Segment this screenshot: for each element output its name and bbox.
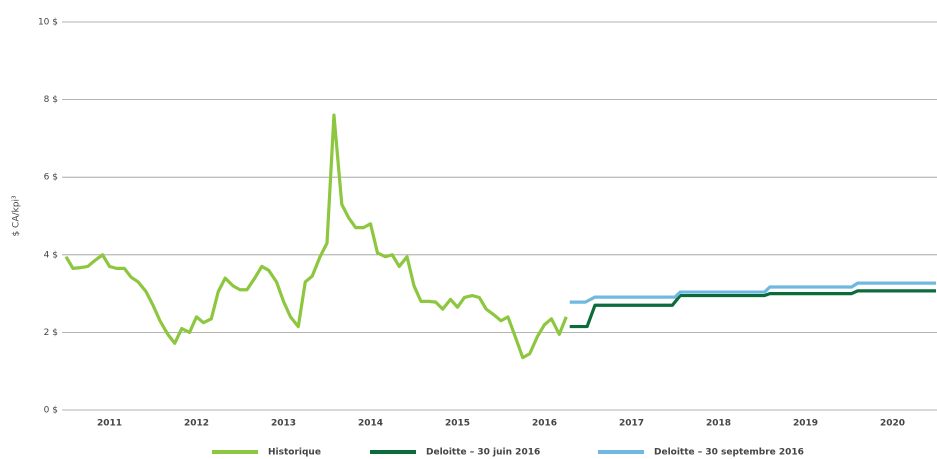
x-tick-label: 2013 — [271, 419, 296, 429]
y-tick-label: 2 $ — [44, 328, 58, 338]
line-series — [569, 281, 936, 304]
x-tick-label: 2015 — [445, 419, 470, 429]
x-tick-label: 2011 — [97, 419, 122, 429]
y-tick-label: 0 $ — [44, 406, 58, 416]
x-tick-label: 2014 — [358, 419, 383, 429]
y-tick-label: 6 $ — [44, 173, 58, 183]
line-series — [569, 289, 936, 329]
y-axis-label: $ CA/kpi³ — [12, 195, 22, 236]
x-tick-label: 2018 — [706, 419, 731, 429]
x-tick-label: 2019 — [793, 419, 818, 429]
line-series — [64, 113, 568, 360]
y-tick-label: 4 $ — [44, 250, 58, 260]
x-tick-label: 2020 — [880, 419, 905, 429]
y-tick-label: 10 $ — [38, 18, 58, 28]
legend-label: Historique — [268, 448, 321, 458]
x-tick-label: 2016 — [532, 419, 557, 429]
x-tick-label: 2012 — [184, 419, 209, 429]
legend-label: Deloitte – 30 juin 2016 — [426, 448, 540, 458]
x-tick-label: 2017 — [619, 419, 644, 429]
y-tick-label: 8 $ — [44, 95, 58, 105]
legend-label: Deloitte – 30 septembre 2016 — [654, 448, 804, 458]
